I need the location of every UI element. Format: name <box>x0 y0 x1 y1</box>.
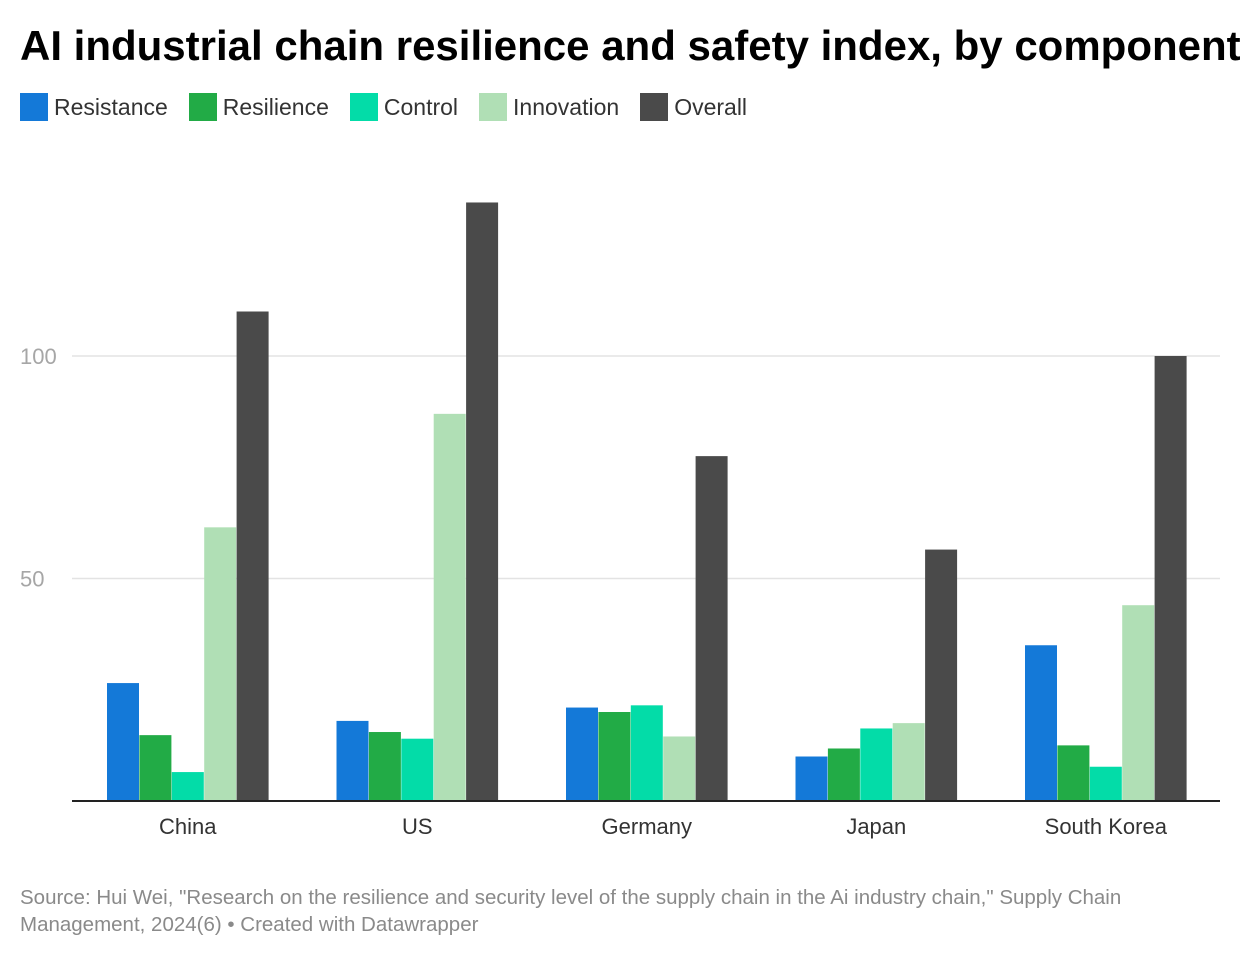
legend-swatch <box>479 93 508 121</box>
bar-innovation-south-korea <box>1122 605 1155 801</box>
legend-item-innovation: Innovation <box>479 93 619 121</box>
bar-overall-japan <box>925 549 958 801</box>
y-tick-label: 100 <box>20 344 57 369</box>
legend-label: Resistance <box>54 93 168 120</box>
bar-resilience-south-korea <box>1057 745 1090 801</box>
bar-overall-germany <box>695 456 728 801</box>
bar-control-china <box>171 772 204 801</box>
legend-label: Resilience <box>222 93 329 120</box>
bar-resilience-japan <box>827 748 860 801</box>
x-tick-label: US <box>402 814 433 839</box>
x-tick-label: South Korea <box>1045 814 1168 839</box>
bar-chart: 50 100 China US Germany Japan South Korea <box>20 202 1220 839</box>
bar-resilience-germany <box>598 712 631 801</box>
legend-label: Overall <box>674 93 748 120</box>
chart-title: AI industrial chain resilience and safet… <box>20 22 1240 69</box>
chart-legend: Resistance Resilience Control Innovation Ove… <box>20 90 768 124</box>
x-tick-label: China <box>159 814 217 839</box>
bar-resistance-germany <box>566 707 598 801</box>
bar-control-us <box>401 738 434 801</box>
x-tick-label: Japan <box>846 814 906 839</box>
bar-resistance-japan <box>795 756 828 801</box>
legend-item-overall: Overall <box>640 93 747 121</box>
bar-innovation-china <box>204 527 237 801</box>
bar-control-germany <box>630 705 663 801</box>
legend-item-control: Control <box>349 93 459 121</box>
legend-item-resilience: Resilience <box>188 93 329 121</box>
source-note: Source: Hui Wei, "Research on the resili… <box>20 886 1122 936</box>
legend-swatch <box>20 93 48 121</box>
legend-swatch <box>640 93 669 121</box>
bar-innovation-germany <box>663 736 696 801</box>
x-tick-label: Germany <box>602 814 692 839</box>
bar-overall-china <box>236 311 269 801</box>
bar-innovation-us <box>433 413 466 801</box>
bar-resistance-china <box>107 683 139 801</box>
bar-resilience-china <box>139 735 172 801</box>
legend-swatch <box>188 93 217 121</box>
bar-innovation-japan <box>892 723 925 801</box>
legend-swatch <box>349 93 378 121</box>
legend-label: Innovation <box>513 93 620 120</box>
legend-item-resistance: Resistance <box>20 93 168 121</box>
y-tick-label: 50 <box>20 567 44 592</box>
bar-resilience-us <box>368 732 401 801</box>
bar-control-south-korea <box>1089 766 1122 801</box>
bar-resistance-south-korea <box>1025 645 1057 801</box>
legend-label: Control <box>383 93 459 120</box>
bar-resistance-us <box>336 720 369 801</box>
bar-overall-south-korea <box>1154 356 1187 801</box>
bar-control-japan <box>860 728 893 801</box>
bar-overall-us <box>466 202 499 802</box>
